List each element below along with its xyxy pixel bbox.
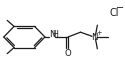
Text: O: O xyxy=(65,49,71,58)
Text: N: N xyxy=(49,30,55,39)
Text: Cl: Cl xyxy=(110,8,119,18)
Text: H: H xyxy=(52,30,58,39)
Text: N: N xyxy=(91,32,98,42)
Text: +: + xyxy=(96,30,102,36)
Text: −: − xyxy=(116,3,124,13)
